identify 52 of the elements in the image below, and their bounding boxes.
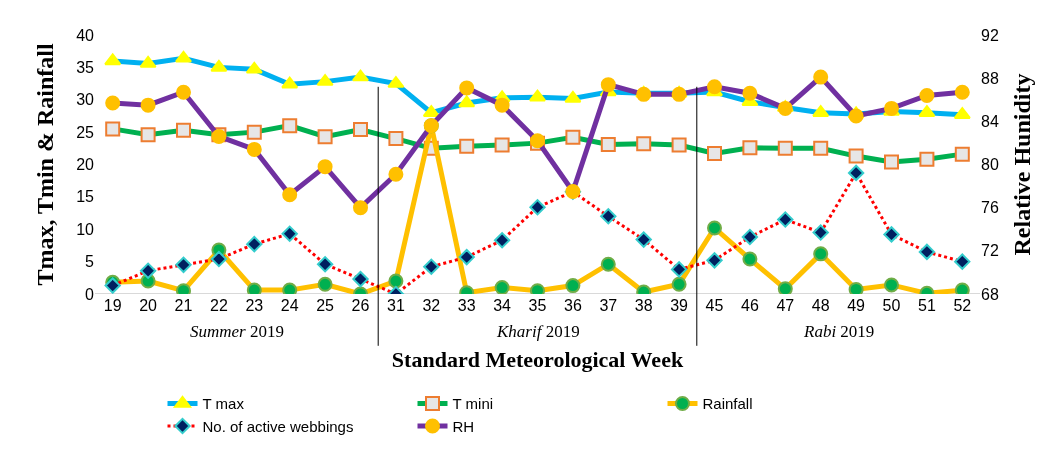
x-tick-label: 25: [316, 297, 335, 314]
x-tick-label: 24: [280, 297, 299, 314]
x-tick-label: 26: [351, 297, 370, 314]
text: Summer 2019: [190, 322, 284, 341]
y-tick-label: 30: [76, 91, 95, 109]
x-tick-label: 50: [882, 297, 901, 314]
x-tick-label: 33: [457, 297, 476, 314]
x-tick-label: 47: [776, 297, 795, 314]
x-tick-label: 35: [528, 297, 547, 314]
y2-tick-label: 68: [981, 285, 999, 303]
y-tick-label: 5: [85, 253, 95, 271]
y-tick-label: 10: [76, 220, 95, 238]
y-tick-label: 40: [76, 26, 95, 44]
x-tick-label: 49: [847, 297, 866, 314]
x-tick-label: 22: [210, 297, 228, 314]
legend-label: T mini: [452, 395, 494, 413]
y-tick-label: 20: [76, 156, 95, 174]
legend-label: RH: [452, 417, 475, 435]
x-axis-title: Standard Meteorological Week: [391, 346, 684, 372]
x-tick-label: 20: [139, 297, 158, 314]
x-tick-label: 34: [493, 297, 512, 314]
x-tick-label: 31: [387, 297, 405, 314]
x-tick-label: 23: [245, 297, 264, 314]
y-tick-label: 15: [76, 188, 95, 206]
y2-tick-label: 88: [981, 69, 999, 87]
x-tick-label: 45: [705, 297, 724, 314]
text: Rabi 2019: [803, 322, 875, 341]
y2-tick-label: 72: [981, 242, 999, 260]
x-tick-label: 48: [811, 297, 830, 314]
x-tick-label: 21: [174, 297, 193, 314]
y-tick-label: 25: [76, 123, 95, 141]
y2-axis-title: Relative Hunidity: [1009, 73, 1036, 256]
x-tick-label: 32: [422, 297, 441, 314]
x-tick-label: 19: [103, 297, 122, 314]
x-tick-label: 46: [741, 297, 759, 314]
text: Kharif 2019: [496, 322, 580, 341]
legend-label: T max: [202, 395, 245, 413]
y-tick-label: 0: [85, 285, 95, 303]
y2-tick-label: 84: [981, 112, 999, 130]
legend-label: No. of active webbings: [202, 417, 354, 435]
x-tick-label: 51: [918, 297, 936, 314]
x-tick-label: 36: [564, 297, 582, 314]
y2-tick-label: 76: [981, 199, 999, 217]
y2-tick-label: 92: [981, 26, 999, 44]
x-tick-label: 37: [599, 297, 618, 314]
x-tick-label: 52: [953, 297, 972, 314]
y2-tick-label: 80: [981, 156, 999, 174]
legend-label: Rainfall: [702, 395, 753, 413]
x-tick-label: 39: [670, 297, 689, 314]
y-axis-title: Tmax, Tmin & Rainfall: [32, 43, 59, 286]
x-tick-label: 38: [634, 297, 653, 314]
y-tick-label: 35: [76, 58, 95, 76]
